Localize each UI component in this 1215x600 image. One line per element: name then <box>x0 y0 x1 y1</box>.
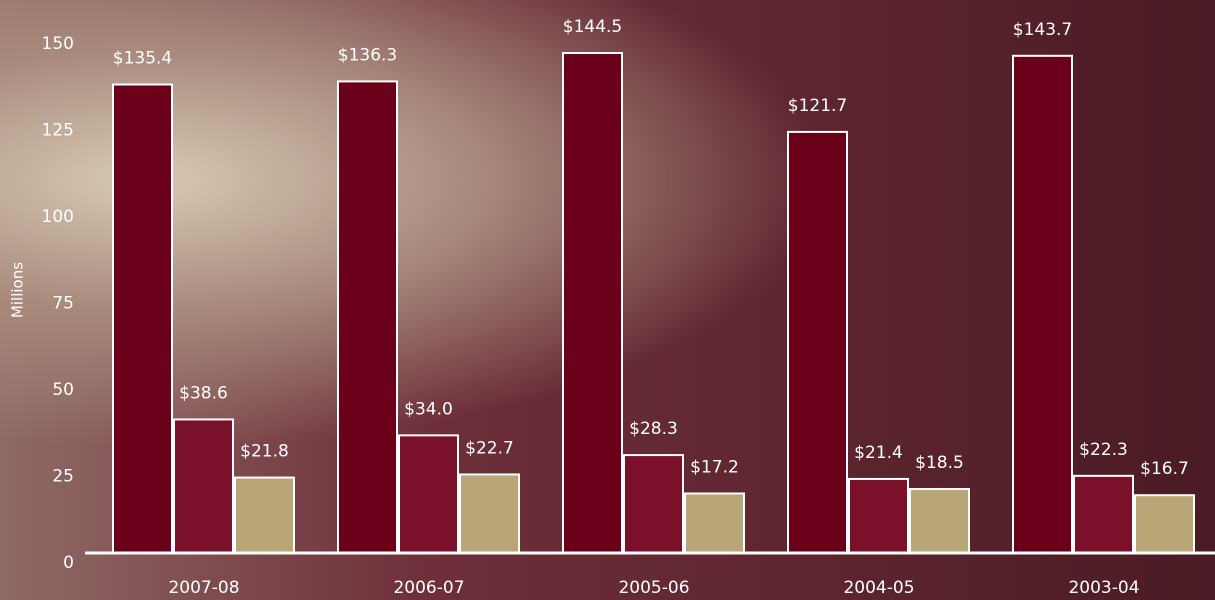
value-label: $16.7 <box>1140 459 1189 479</box>
value-label: $28.3 <box>629 419 678 439</box>
y-tick-label: 50 <box>52 380 74 400</box>
y-tick-label: 125 <box>42 121 74 141</box>
bar <box>112 83 173 555</box>
y-tick-label: 0 <box>63 553 74 573</box>
value-label: $22.7 <box>465 438 514 458</box>
bar <box>398 434 459 554</box>
value-label: $18.5 <box>915 453 964 473</box>
bar <box>234 476 295 554</box>
bar <box>173 418 234 554</box>
y-axis-label: Millions <box>9 262 27 318</box>
value-label: $121.7 <box>788 96 847 116</box>
y-tick-label: 75 <box>52 294 74 314</box>
x-tick-label: 2005-06 <box>618 578 689 598</box>
bar <box>1134 494 1195 554</box>
value-label: $21.4 <box>854 443 903 463</box>
bar <box>337 80 398 554</box>
value-label: $144.5 <box>563 17 622 37</box>
x-tick-label: 2007-08 <box>168 578 239 598</box>
bar <box>909 487 970 554</box>
x-tick-label: 2006-07 <box>393 578 464 598</box>
bar <box>623 454 684 554</box>
y-tick-label: 100 <box>42 207 74 227</box>
value-label: $17.2 <box>690 457 739 477</box>
bar <box>1073 474 1134 555</box>
x-tick-label: 2004-05 <box>843 578 914 598</box>
bar <box>848 477 909 554</box>
bar <box>787 130 848 554</box>
value-label: $34.0 <box>404 399 453 419</box>
value-label: $143.7 <box>1013 20 1072 40</box>
bar <box>562 52 623 554</box>
value-label: $21.8 <box>240 442 289 462</box>
value-label: $135.4 <box>113 49 172 69</box>
y-tick-label: 150 <box>42 34 74 54</box>
bar <box>684 492 745 555</box>
y-tick-label: 25 <box>52 467 74 487</box>
x-tick-label: 2003-04 <box>1068 578 1139 598</box>
value-label: $38.6 <box>179 383 228 403</box>
value-label: $136.3 <box>338 45 397 65</box>
bar <box>1012 54 1073 554</box>
value-label: $22.3 <box>1079 440 1128 460</box>
bar <box>459 473 520 555</box>
